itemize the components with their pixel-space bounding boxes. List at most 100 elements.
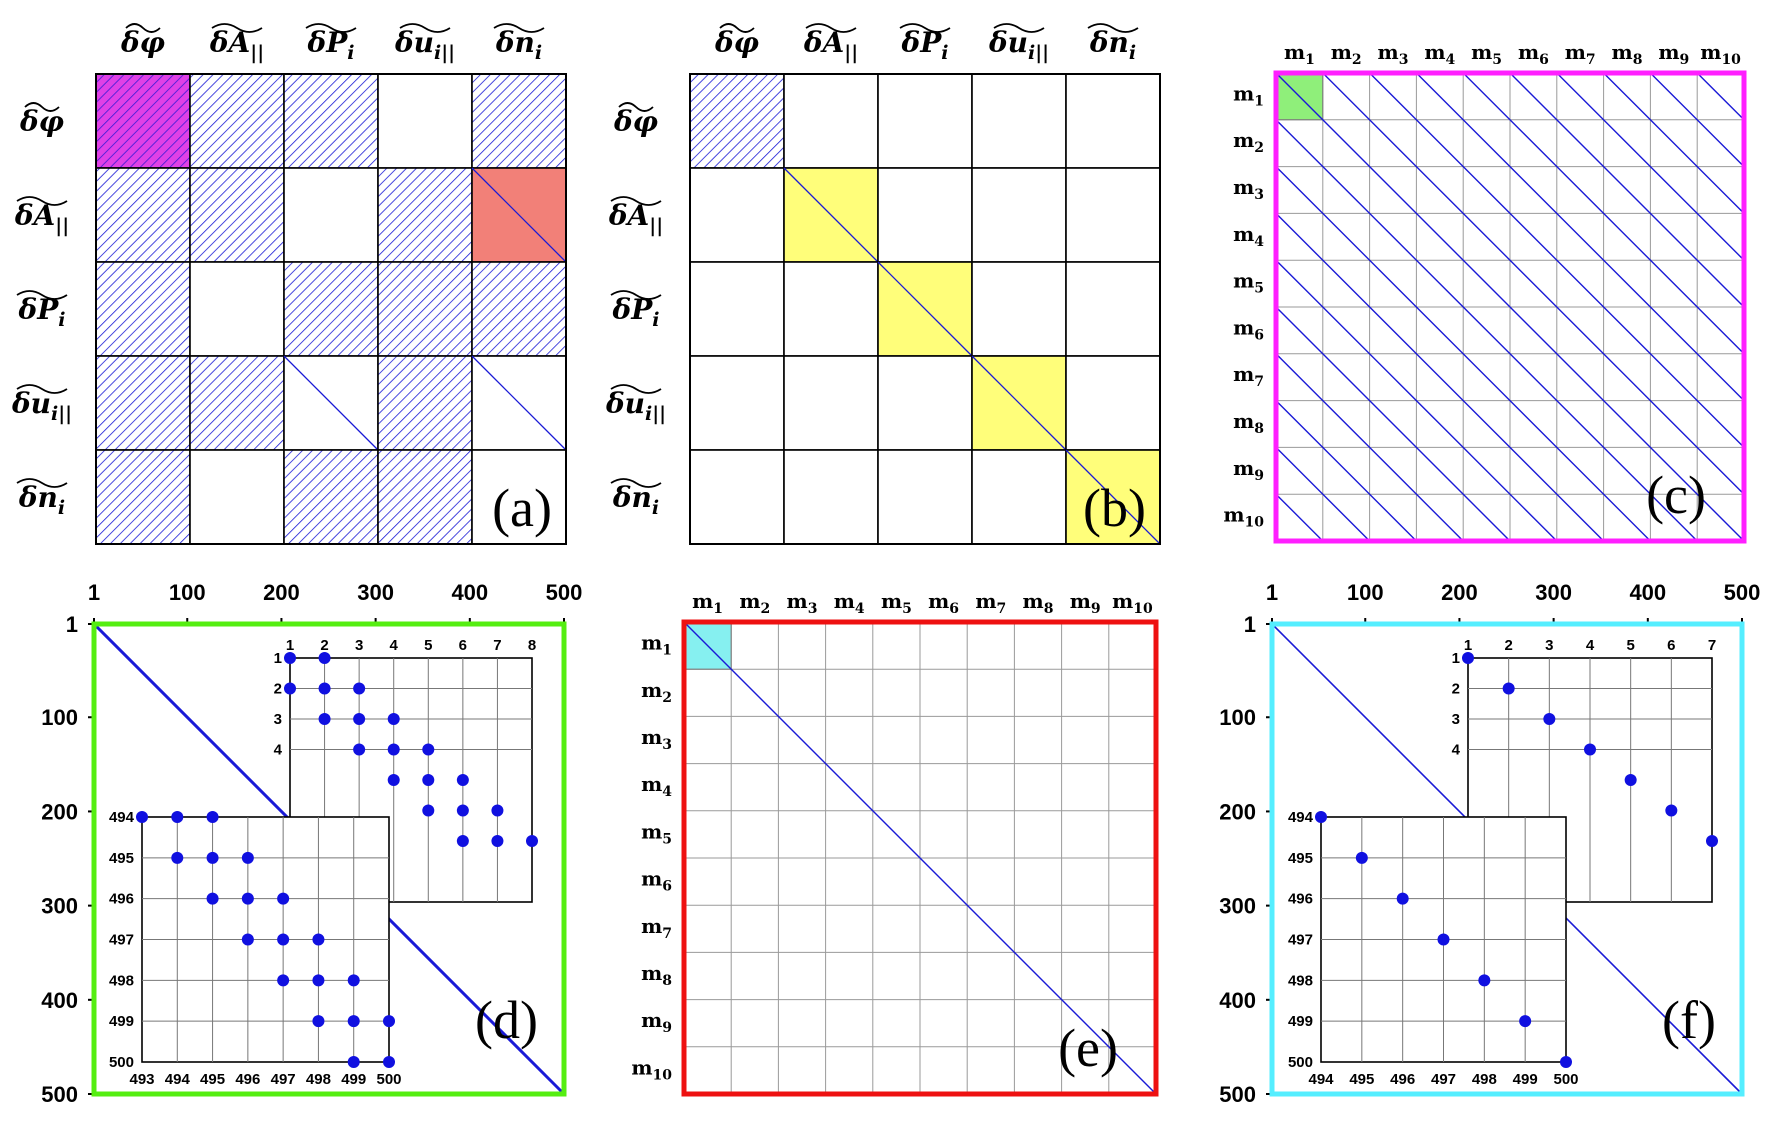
variable-text: δA||: [209, 26, 264, 64]
block-cell-hatch: [377, 167, 473, 263]
column-mode-label: m4: [834, 589, 865, 617]
column-header-4: δni: [1087, 23, 1139, 64]
nonzero-dot: [1478, 974, 1491, 987]
nonzero-dot: [284, 652, 296, 664]
panel-frame: [681, 619, 1159, 1097]
nonzero-dot: [422, 804, 435, 817]
tilde-mark: [618, 102, 654, 112]
column-mode-label: m8: [1612, 40, 1643, 68]
panel-tag: (f): [1662, 990, 1716, 1050]
coupling-diagonal: [1275, 446, 1371, 542]
row-mode-label: m6: [1233, 315, 1264, 343]
nonzero-dot: [1315, 811, 1327, 823]
inset-col-label: 497: [1431, 1071, 1456, 1088]
tilde-mark: [610, 384, 662, 394]
inset-row-label: 496: [1288, 891, 1313, 908]
block-cell-empty: [1065, 167, 1161, 263]
nonzero-dot: [353, 713, 366, 725]
inset-col-label: 4: [1586, 637, 1595, 654]
tilde-mark: [16, 384, 68, 394]
x-tick-label: 400: [1629, 580, 1666, 605]
nonzero-dot: [347, 1015, 360, 1028]
nonzero-dot: [171, 811, 184, 823]
panel-b: δφ δφ δA|| δA|| δPi δPi δui|| δui|| δni δni (b): [605, 23, 1161, 545]
column-mode-label: m6: [1518, 40, 1549, 68]
variable-text: δui||: [394, 26, 455, 64]
coupling-diagonal: [1275, 353, 1464, 542]
row-header-3: δui||: [605, 384, 666, 425]
inset-row-label: 496: [109, 891, 134, 908]
inset-col-label: 1: [286, 637, 294, 654]
inset-col-label: 8: [528, 637, 536, 654]
nonzero-dot: [1665, 804, 1678, 817]
nonzero-dot: [312, 974, 325, 987]
inset-col-label: 500: [376, 1071, 401, 1088]
inset-row-label: 499: [1288, 1013, 1313, 1030]
column-mode-label: m4: [1424, 40, 1455, 68]
nonzero-dot: [312, 933, 325, 946]
block-cell-empty: [783, 449, 879, 545]
nonzero-dot: [491, 835, 504, 847]
nonzero-dot: [277, 892, 290, 905]
block-cell-hatch: [189, 167, 285, 263]
panel-a: δφ δφ δA|| δA|| δPi δPi δui|| δui|| δni δni (a): [11, 23, 567, 545]
tilde-mark: [24, 102, 60, 112]
inset-row-label: 495: [1288, 850, 1313, 867]
block-cell-empty: [783, 261, 879, 357]
coupling-diagonal: [1462, 72, 1745, 355]
column-header-0: δφ: [714, 23, 760, 59]
x-tick-label: 100: [1347, 580, 1384, 605]
nonzero-dot: [1355, 851, 1368, 864]
panel-tag: (d): [475, 990, 538, 1050]
nonzero-dot: [318, 682, 331, 695]
coupling-diagonal: [1369, 72, 1745, 448]
row-mode-label: m10: [1223, 503, 1264, 531]
panel-frame: [1273, 70, 1747, 544]
main-diagonal: [683, 621, 1157, 1095]
block-cell-empty: [1065, 261, 1161, 357]
y-tick-label: 100: [41, 705, 78, 730]
diagonal-line: [471, 355, 567, 451]
panel-frame: [1269, 621, 1745, 1097]
column-mode-label: m3: [1378, 40, 1409, 68]
inset-row-label: 2: [1452, 681, 1460, 698]
inset-row-label: 499: [109, 1013, 134, 1030]
coupling-diagonal: [1322, 72, 1745, 495]
variable-text: δφ: [120, 26, 166, 59]
column-mode-label: m2: [1331, 40, 1362, 68]
row-header-0: δφ: [19, 102, 65, 138]
nonzero-dot: [387, 774, 400, 786]
row-header-4: δni: [16, 478, 68, 519]
tilde-mark: [16, 290, 68, 300]
row-mode-label: m8: [641, 961, 672, 989]
row-mode-label: m7: [641, 914, 672, 942]
x-tick-label: 100: [169, 580, 206, 605]
nonzero-dot: [1584, 743, 1596, 756]
inset-col-label: 5: [424, 637, 432, 654]
nonzero-dot: [171, 851, 184, 864]
block-cell-hatch: [689, 73, 785, 169]
inset-col-label: 4: [390, 637, 399, 654]
block-frame: [689, 73, 1161, 545]
nonzero-dot: [277, 933, 290, 946]
diagonal-line: [471, 167, 567, 263]
block-cell-empty: [689, 449, 785, 545]
inset-bottom: 494 495 496 497 498 499 5004944954964974984995…: [1288, 809, 1579, 1088]
nonzero-dot: [1396, 892, 1409, 905]
coupling-diagonal: [1275, 72, 1745, 542]
variable-text: δui||: [988, 26, 1049, 64]
y-tick-label: 400: [1219, 988, 1256, 1013]
nonzero-dot: [241, 851, 254, 864]
x-tick-label: 1: [1266, 580, 1278, 605]
block-cell-hatch: [189, 73, 285, 169]
nonzero-dot: [284, 682, 296, 695]
row-header-3: δui||: [11, 384, 72, 425]
diagonal-line: [971, 355, 1067, 451]
nonzero-dot: [206, 811, 219, 823]
row-mode-label: m3: [1233, 175, 1264, 203]
tilde-mark: [610, 290, 662, 300]
block-cell-empty: [877, 73, 973, 169]
column-mode-label: m10: [1112, 589, 1153, 617]
column-mode-label: m6: [928, 589, 959, 617]
